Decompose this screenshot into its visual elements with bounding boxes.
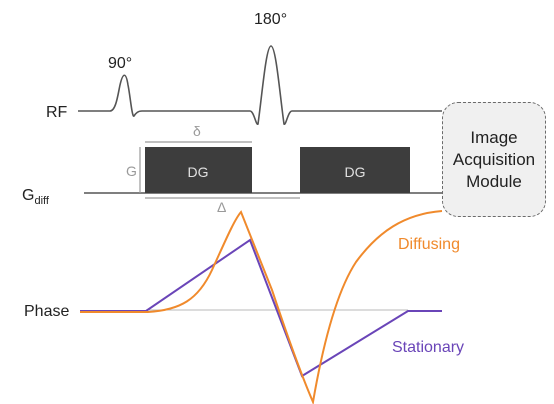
gradient-lobe-2-label: DG — [345, 164, 366, 180]
gradient-lobe-1 — [145, 147, 252, 193]
module-label: Image Acquisition Module — [452, 127, 536, 191]
rf-waveform — [78, 45, 442, 125]
diffusing-label: Diffusing — [398, 236, 460, 253]
image-acquisition-module: Image Acquisition Module — [442, 102, 546, 217]
pulse-90-label: 90° — [108, 55, 132, 72]
gradient-label: Gdiff — [22, 187, 50, 207]
gradient-lobe-2 — [300, 147, 410, 193]
stationary-label: Stationary — [392, 339, 464, 356]
gradient-label-main: G — [22, 187, 34, 204]
phase-label: Phase — [24, 303, 69, 320]
delta-big-label: Δ — [217, 199, 226, 215]
delta-small-label: δ — [193, 123, 201, 139]
diffusing-phase-curve — [80, 210, 443, 404]
gradient-lobe-1-label: DG — [188, 164, 209, 180]
gradient-label-sub: diff — [34, 195, 49, 207]
rf-label: RF — [46, 104, 68, 121]
pulse-180-label: 180° — [254, 11, 287, 28]
amplitude-label: G — [126, 163, 137, 179]
